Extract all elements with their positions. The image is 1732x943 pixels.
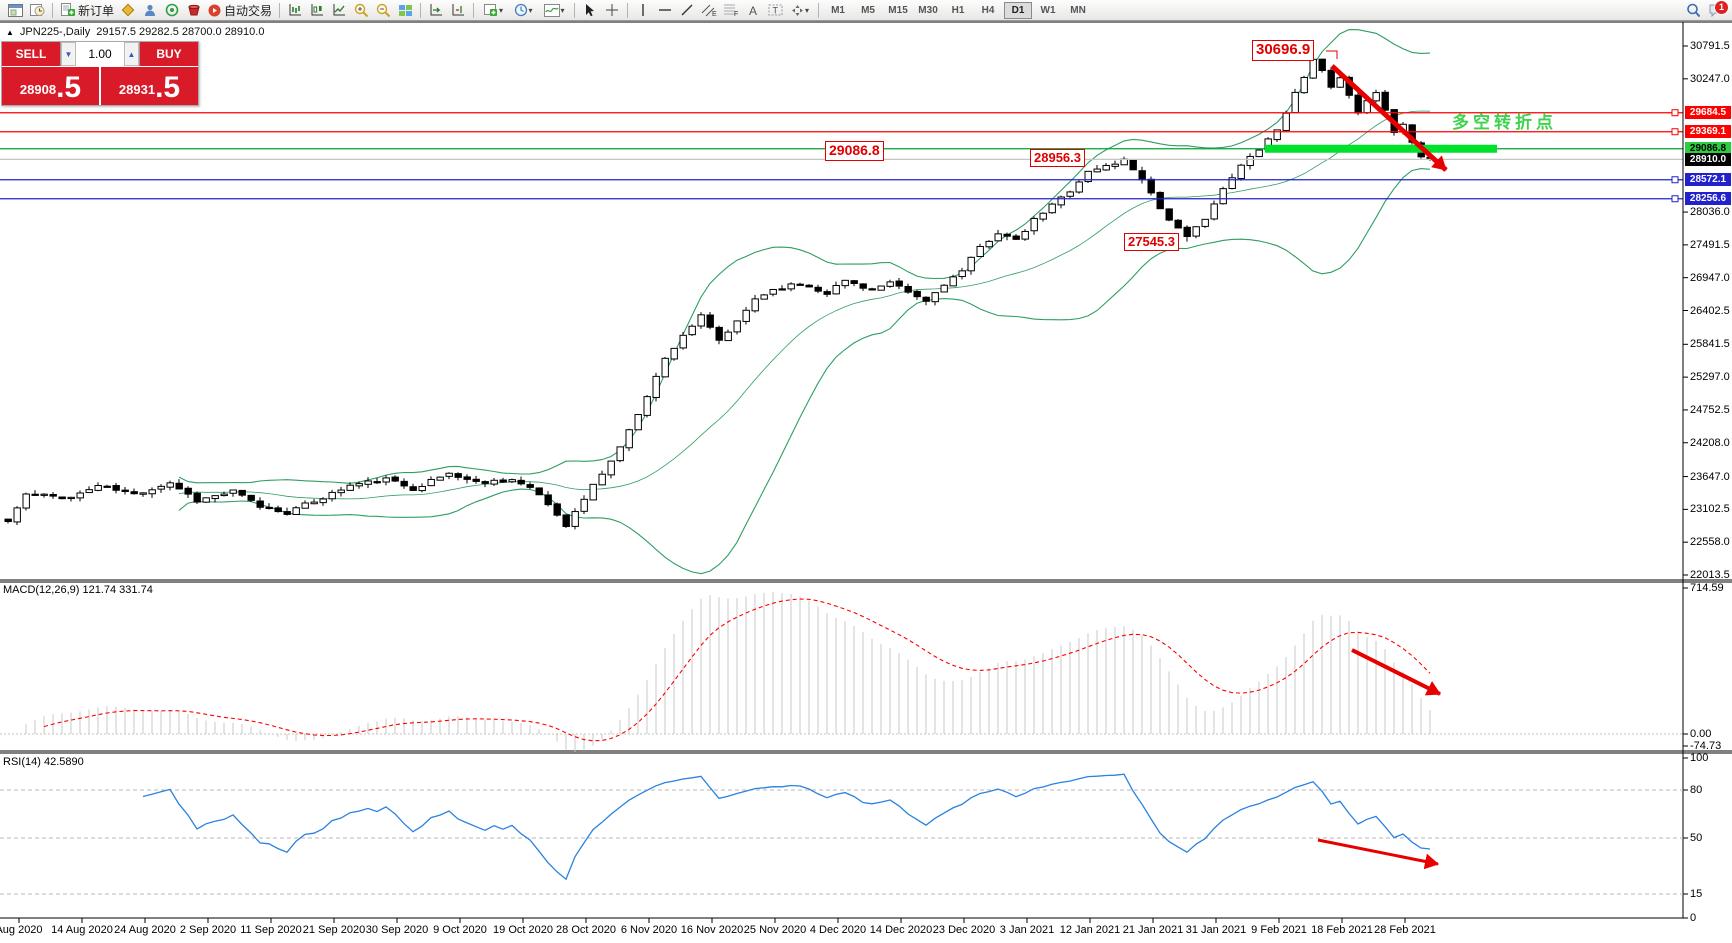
search-icon[interactable] xyxy=(1683,2,1703,19)
svg-text:F: F xyxy=(734,11,738,17)
timeframe-button-mn[interactable]: MN xyxy=(1070,4,1086,16)
main-toolbar: 新订单 自动交易 ▾ ▾ ▾ xyxy=(0,0,1732,21)
candlestick-chart-type-icon[interactable] xyxy=(307,2,327,19)
buy-button[interactable]: BUY xyxy=(140,42,198,66)
new-order-icon xyxy=(61,3,75,16)
fibonacci-tool-icon[interactable]: F xyxy=(721,2,741,19)
period-dropdown[interactable]: ▾ xyxy=(509,2,537,19)
rsi-line xyxy=(142,773,1431,881)
cursor-tool-icon[interactable] xyxy=(580,2,600,19)
bollinger-band-line xyxy=(178,168,1431,575)
timeframe-button-m30[interactable]: M30 xyxy=(918,4,938,16)
profile-window-icon[interactable] xyxy=(5,2,25,19)
toolbar-separator xyxy=(627,2,629,18)
trend-arrow xyxy=(1351,648,1441,696)
timeframe-button-m15[interactable]: M15 xyxy=(888,4,908,16)
price-callout[interactable]: 28956.3 xyxy=(1030,149,1085,168)
volume-up-button[interactable]: ▲ xyxy=(124,42,139,66)
timeframe-button-d1[interactable]: D1 xyxy=(1004,1,1033,19)
label-tool-icon[interactable]: T xyxy=(765,2,785,19)
toolbar-separator xyxy=(473,2,475,18)
trend-arrow xyxy=(1317,838,1439,870)
autotrade-play-icon xyxy=(208,4,221,16)
notification-badge: 1 xyxy=(1714,0,1729,15)
new-order-button[interactable]: 新订单 xyxy=(57,2,117,19)
market-watch-icon[interactable] xyxy=(118,2,138,19)
bull-bear-turning-point-annotation[interactable]: 多空转折点 xyxy=(1452,113,1557,132)
arrows-dropdown[interactable]: ▾ xyxy=(787,2,813,19)
bollinger-band-line xyxy=(178,29,1431,484)
template-dropdown[interactable]: ▾ xyxy=(539,2,569,19)
toolbar-separator xyxy=(420,2,422,18)
navigator-icon[interactable] xyxy=(140,2,160,19)
zoom-in-icon[interactable] xyxy=(351,2,371,19)
channel-tool-icon[interactable]: E xyxy=(699,2,719,19)
vertical-line-tool-icon[interactable] xyxy=(633,2,653,19)
toolbar-separator xyxy=(574,2,576,18)
timeframe-button-m1[interactable]: M1 xyxy=(831,4,845,16)
chart-shift-icon[interactable] xyxy=(448,2,468,19)
auto-scroll-icon[interactable] xyxy=(426,2,446,19)
trendline-tool-icon[interactable] xyxy=(677,2,697,19)
volume-input[interactable]: 1.00 xyxy=(76,42,124,66)
tile-windows-icon[interactable] xyxy=(395,2,415,19)
price-callout[interactable]: 27545.3 xyxy=(1124,233,1179,252)
toolbar-separator xyxy=(818,2,820,18)
toolbar-separator xyxy=(279,2,281,18)
buy-price[interactable]: 28931.5 xyxy=(101,67,198,105)
crosshair-tool-icon[interactable] xyxy=(602,2,622,19)
volume-stepper: ▼ 1.00 ▲ xyxy=(60,42,140,66)
price-callout[interactable]: 29086.8 xyxy=(825,141,884,161)
line-chart-type-icon[interactable] xyxy=(329,2,349,19)
timeframe-group: M1 M5 M15 M30 H1 H4 D1 W1 MN xyxy=(823,1,1093,19)
macd-signal-line xyxy=(43,598,1431,742)
timeframe-button-h1[interactable]: H1 xyxy=(951,4,965,16)
data-window-icon[interactable] xyxy=(162,2,182,19)
toolbar-separator xyxy=(52,2,53,18)
zoom-out-icon[interactable] xyxy=(373,2,393,19)
volume-down-button[interactable]: ▼ xyxy=(61,42,76,66)
svg-text:E: E xyxy=(712,11,717,17)
add-indicator-dropdown[interactable]: ▾ xyxy=(479,2,507,19)
price-callout[interactable]: 30696.9 xyxy=(1252,40,1315,61)
history-center-icon[interactable] xyxy=(27,2,47,19)
horizontal-line-tool-icon[interactable] xyxy=(655,2,675,19)
trend-arrow xyxy=(1330,64,1448,172)
notification-icon[interactable]: 1 xyxy=(1705,0,1729,19)
sell-price[interactable]: 28908.5 xyxy=(2,67,99,105)
timeframe-button-w1[interactable]: W1 xyxy=(1040,4,1056,16)
timeframe-button-m5[interactable]: M5 xyxy=(861,4,875,16)
svg-text:T: T xyxy=(772,6,778,16)
sell-button[interactable]: SELL xyxy=(2,42,60,66)
one-click-trade-panel: SELL ▼ 1.00 ▲ BUY 28908.5 28931.5 xyxy=(1,41,199,106)
autotrade-button[interactable]: 自动交易 xyxy=(205,2,275,19)
svg-text:A: A xyxy=(749,4,757,17)
timeframe-button-h4[interactable]: H4 xyxy=(981,4,995,16)
text-tool-icon[interactable]: A xyxy=(743,2,763,19)
bar-chart-type-icon[interactable] xyxy=(285,2,305,19)
strategy-tester-icon[interactable] xyxy=(184,2,204,19)
